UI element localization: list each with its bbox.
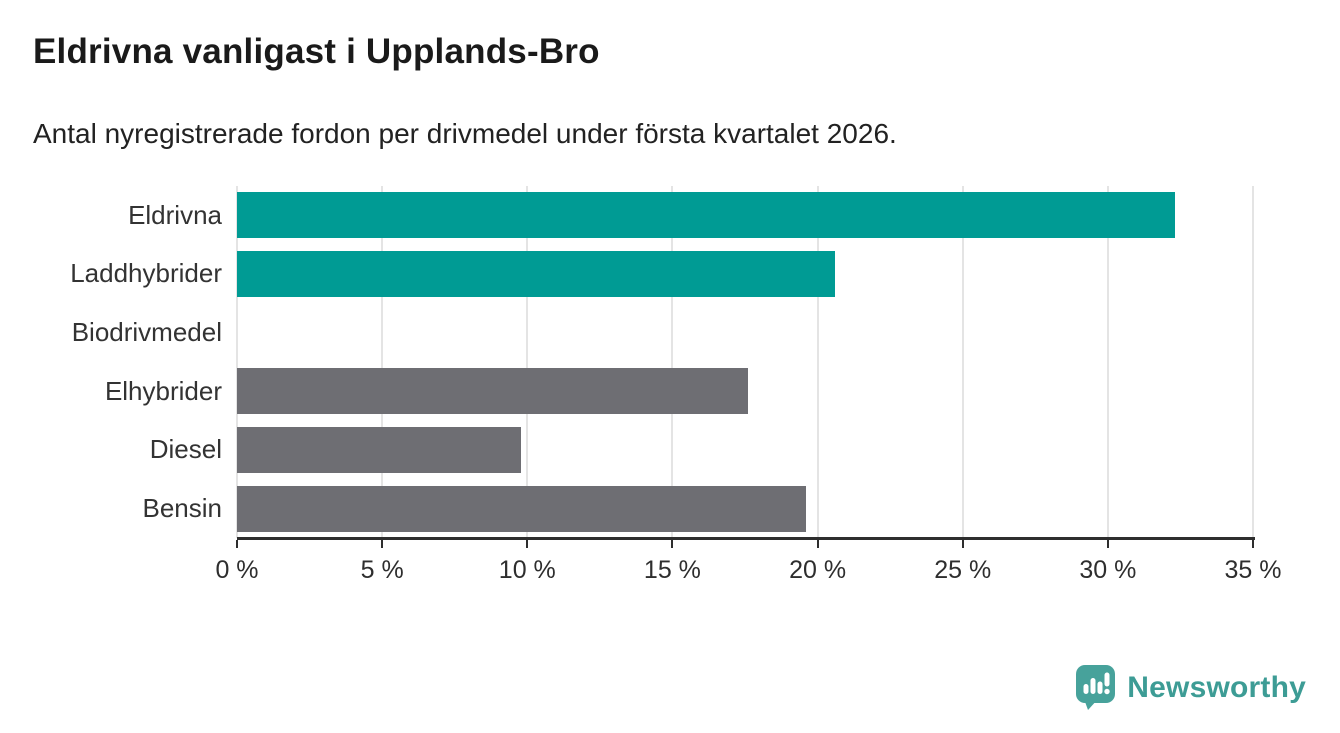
bar-row-biodrivmedel <box>237 303 1253 362</box>
bar-elhybrider <box>237 368 748 415</box>
x-tick-label-20: 20 % <box>789 556 847 584</box>
bar-laddhybrider <box>237 250 835 297</box>
bar-row-elhybrider <box>237 362 1253 421</box>
bar-diesel <box>237 426 522 473</box>
gridline-35 <box>1252 186 1254 538</box>
chart-title: Eldrivna vanligast i Upplands-Bro <box>33 32 600 71</box>
category-label-laddhybrider: Laddhybrider <box>70 258 222 289</box>
chart-subtitle: Antal nyregistrerade fordon per drivmede… <box>33 118 897 149</box>
x-tick-label-35: 35 % <box>1224 556 1282 584</box>
x-tick-label-15: 15 % <box>643 556 701 584</box>
newsworthy-logo-text: Newsworthy <box>1127 670 1306 704</box>
gridline-5 <box>381 186 384 538</box>
gridline-20 <box>816 186 819 538</box>
x-tick-35 <box>1252 540 1254 548</box>
x-tick-15 <box>671 540 674 548</box>
bar-row-diesel <box>237 421 1253 480</box>
category-label-elhybrider: Elhybrider <box>104 375 222 406</box>
x-tick-10 <box>526 540 529 548</box>
x-tick-label-0: 0 % <box>215 556 259 584</box>
x-tick-20 <box>816 540 819 548</box>
bar-eldrivna <box>237 192 1175 239</box>
x-tick-label-25: 25 % <box>934 556 992 584</box>
gridline-10 <box>526 186 529 538</box>
category-label-biodrivmedel: Biodrivmedel <box>71 317 222 348</box>
gridline-25 <box>961 186 964 538</box>
category-label-diesel: Diesel <box>149 434 222 465</box>
x-tick-5 <box>381 540 384 548</box>
x-tick-0 <box>236 540 238 548</box>
category-label-eldrivna: Eldrivna <box>128 199 222 230</box>
newsworthy-logo-icon <box>1075 664 1116 711</box>
x-axis-line <box>237 537 1255 540</box>
x-tick-25 <box>961 540 964 548</box>
x-tick-label-5: 5 % <box>360 556 404 584</box>
gridline-30 <box>1106 186 1109 538</box>
branding: Newsworthy <box>1075 664 1306 711</box>
bar-row-bensin <box>237 479 1253 538</box>
plot-area <box>236 186 1254 538</box>
x-tick-label-30: 30 % <box>1079 556 1137 584</box>
bar-bensin <box>237 485 806 532</box>
bar-row-laddhybrider <box>237 245 1253 304</box>
category-label-bensin: Bensin <box>142 493 223 524</box>
y-axis-category-labels: Eldrivna Laddhybrider Biodrivmedel Elhybrid… <box>0 186 222 538</box>
x-tick-30 <box>1106 540 1109 548</box>
bar-row-eldrivna <box>237 186 1253 245</box>
bar-series <box>237 186 1253 538</box>
gridline-15 <box>671 186 674 538</box>
x-tick-label-10: 10 % <box>498 556 556 584</box>
gridline-0 <box>236 186 238 538</box>
